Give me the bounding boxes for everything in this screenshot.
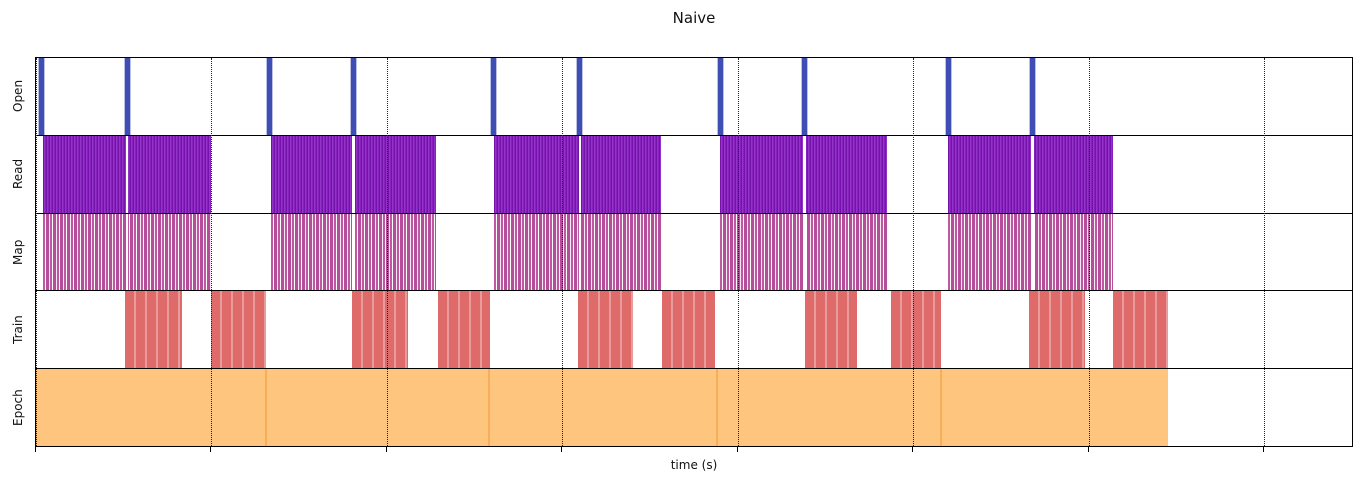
epoch-interval-bar [716, 369, 942, 446]
interval-gap [352, 135, 355, 213]
train-interval-bar [1029, 291, 1086, 369]
train-interval-bar [211, 291, 266, 369]
row-epoch [36, 369, 1352, 446]
row-bands [36, 58, 1352, 446]
train-interval-bar [351, 291, 408, 369]
interval-gap [352, 213, 355, 291]
train-interval-bar [1113, 291, 1168, 369]
interval-gap [1031, 135, 1034, 213]
open-event-marker [1030, 58, 1036, 135]
row-label-epoch: Epoch [11, 389, 25, 427]
row-read [36, 135, 1352, 214]
interval-gap [803, 135, 806, 213]
epoch-divider [715, 369, 718, 446]
gridline [386, 58, 388, 446]
gridline [1088, 58, 1090, 446]
interval-gap [125, 135, 129, 213]
train-interval-bar [437, 291, 491, 369]
open-event-marker [124, 58, 130, 135]
gridline [737, 58, 739, 446]
interval-gap [578, 213, 582, 291]
epoch-interval-bar [941, 369, 1168, 446]
x-tick [561, 447, 563, 452]
row-open [36, 58, 1352, 136]
epoch-divider [487, 369, 490, 446]
chart-title: Naive [672, 9, 716, 27]
epoch-interval-bar [488, 369, 717, 446]
epoch-divider [940, 369, 943, 446]
interval-gap [803, 213, 806, 291]
x-tick [35, 447, 36, 452]
gridline [36, 58, 37, 446]
x-tick [736, 447, 738, 452]
epoch-interval-bar [36, 369, 266, 446]
read-interval-bar [948, 135, 1114, 213]
open-event-marker [717, 58, 723, 135]
train-interval-bar [804, 291, 858, 369]
map-interval-bar [948, 213, 1114, 291]
row-label-train: Train [11, 315, 25, 345]
plot-area [35, 57, 1353, 447]
open-event-marker [577, 58, 583, 135]
row-label-map: Map [11, 239, 25, 265]
train-interval-bar [890, 291, 942, 369]
gridline [913, 58, 915, 446]
gridline [211, 58, 213, 446]
open-event-marker [266, 58, 272, 135]
row-label-read: Read [11, 158, 25, 190]
row-label-open: Open [11, 79, 25, 113]
x-tick [385, 447, 387, 452]
epoch-divider [264, 369, 267, 446]
interval-gap [1031, 213, 1034, 291]
row-train [36, 291, 1352, 370]
open-event-marker [38, 58, 44, 135]
map-interval-bar [493, 213, 661, 291]
epoch-interval-bar [265, 369, 489, 446]
gridline [562, 58, 564, 446]
x-tick [912, 447, 914, 452]
x-axis-label: time (s) [670, 458, 718, 472]
interval-gap [578, 135, 582, 213]
row-map [36, 213, 1352, 292]
open-event-marker [491, 58, 497, 135]
x-tick [1263, 447, 1265, 452]
open-event-marker [351, 58, 357, 135]
train-interval-bar [125, 291, 182, 369]
open-event-marker [802, 58, 808, 135]
train-interval-bar [662, 291, 716, 369]
gridline [1264, 58, 1266, 446]
x-tick [1087, 447, 1089, 452]
read-interval-bar [493, 135, 661, 213]
interval-gap [125, 213, 129, 291]
train-interval-bar [578, 291, 633, 369]
x-tick [210, 447, 212, 452]
open-event-marker [945, 58, 951, 135]
